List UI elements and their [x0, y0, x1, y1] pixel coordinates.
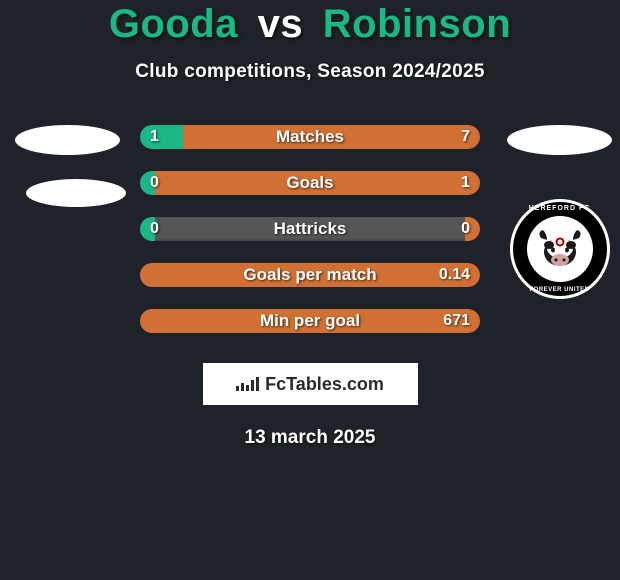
stat-row: 01Goals — [140, 171, 480, 195]
crest-bottom-text: FOREVER UNITED — [510, 287, 610, 293]
bull-icon — [535, 228, 585, 270]
player1-avatar-placeholder — [15, 125, 120, 155]
bar-chart-icon — [236, 377, 259, 391]
crest-inner — [527, 216, 593, 282]
crest-top-text: HEREFORD FC — [510, 205, 610, 212]
right-avatar-column: HEREFORD FC FOREVER UNITED — [507, 125, 612, 299]
vs-separator: vs — [258, 2, 304, 46]
player1-club-placeholder — [26, 179, 126, 207]
stat-row: 17Matches — [140, 125, 480, 149]
stat-row: 00Hattricks — [140, 217, 480, 241]
stat-label: Hattricks — [140, 217, 480, 241]
page-title: Gooda vs Robinson — [0, 2, 620, 47]
content-area: 17Matches 01Goals 00Hattricks 0.14Goals per… — [0, 125, 620, 333]
stat-row: 671Min per goal — [140, 309, 480, 333]
player2-name: Robinson — [323, 2, 511, 46]
stat-row: 0.14Goals per match — [140, 263, 480, 287]
player2-club-crest: HEREFORD FC FOREVER UNITED — [510, 199, 610, 299]
brand-text: FcTables.com — [265, 374, 384, 395]
left-avatar-column — [8, 125, 126, 207]
stat-label: Matches — [140, 125, 480, 149]
stat-label: Min per goal — [140, 309, 480, 333]
stat-label: Goals per match — [140, 263, 480, 287]
stat-bars: 17Matches 01Goals 00Hattricks 0.14Goals per… — [140, 125, 480, 333]
stat-label: Goals — [140, 171, 480, 195]
comparison-infographic: Gooda vs Robinson Club competitions, Sea… — [0, 0, 620, 580]
player1-name: Gooda — [109, 2, 238, 46]
player2-avatar-placeholder — [507, 125, 612, 155]
subtitle: Club competitions, Season 2024/2025 — [0, 61, 620, 83]
date-label: 13 march 2025 — [0, 427, 620, 449]
brand-box[interactable]: FcTables.com — [203, 363, 418, 405]
